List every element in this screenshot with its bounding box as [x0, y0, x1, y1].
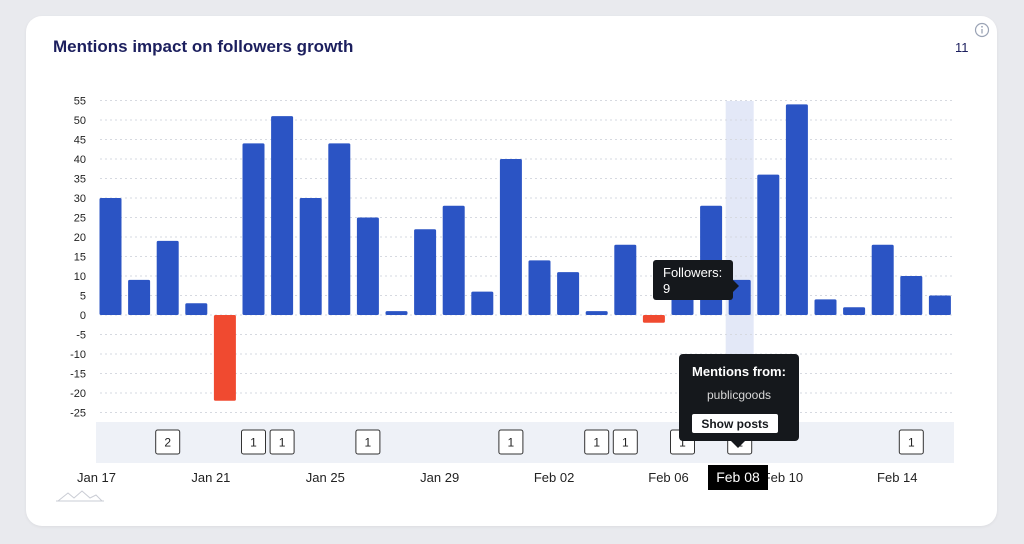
y-tick-label: 35: [74, 174, 86, 186]
y-tick-label: 20: [74, 232, 86, 244]
bar[interactable]: [814, 299, 837, 315]
bar[interactable]: [471, 291, 494, 315]
x-tick-label: Jan 25: [306, 470, 345, 485]
mention-badge[interactable]: [498, 429, 524, 455]
mentions-tooltip-source: publicgoods: [706, 388, 772, 402]
x-tick-label: Jan 29: [420, 470, 459, 485]
mention-badge[interactable]: [612, 429, 638, 455]
bar[interactable]: [557, 272, 580, 315]
y-tick-label: 50: [74, 115, 86, 127]
y-tick-label: 25: [74, 213, 86, 225]
mention-badge-count: 1: [622, 436, 629, 450]
mention-badge-count: 1: [593, 436, 600, 450]
bar[interactable]: [614, 244, 637, 315]
bar[interactable]: [242, 143, 265, 315]
bar[interactable]: [785, 104, 808, 316]
bar[interactable]: [185, 303, 208, 315]
bar[interactable]: [328, 143, 351, 315]
y-tick-label: 0: [80, 310, 86, 322]
x-tick-label: Feb 14: [877, 470, 917, 485]
selected-date-tag: Feb 08: [708, 465, 768, 490]
mentions-tooltip-title: Mentions from:: [692, 364, 786, 379]
mention-badge-count: 1: [679, 436, 686, 450]
followers-tooltip-value: 9: [663, 281, 671, 296]
mentions-tooltip: Mentions from: publicgoods Show posts: [679, 354, 799, 448]
bar[interactable]: [299, 198, 322, 315]
x-tick-label: Jan 17: [77, 470, 116, 485]
x-tick-label: Jan 21: [191, 470, 230, 485]
bar[interactable]: [757, 174, 780, 315]
y-tick-label: 10: [74, 271, 86, 283]
show-posts-button[interactable]: Show posts: [692, 414, 778, 433]
bar[interactable]: [385, 311, 408, 315]
x-tick-label: Feb 06: [648, 470, 688, 485]
bar[interactable]: [585, 311, 608, 315]
mention-badge[interactable]: [155, 429, 181, 455]
bar[interactable]: [356, 217, 379, 316]
bar[interactable]: [414, 229, 437, 315]
y-tick-label: 55: [74, 96, 86, 108]
mention-badge-count: 1: [365, 436, 372, 450]
mentions-count: 11: [955, 40, 969, 55]
followers-tooltip: Followers: 9: [653, 260, 739, 300]
x-tick-label: Feb 02: [534, 470, 574, 485]
info-icon[interactable]: [974, 22, 990, 38]
x-tick-label: Feb 10: [763, 470, 803, 485]
bar[interactable]: [928, 295, 951, 316]
mention-badge-count: 1: [279, 436, 286, 450]
y-tick-label: -15: [70, 369, 86, 381]
chart-title: Mentions impact on followers growth: [53, 37, 354, 56]
bar[interactable]: [99, 198, 122, 315]
y-tick-label: 5: [80, 291, 86, 303]
mention-badge[interactable]: [241, 429, 266, 455]
mention-badge[interactable]: [355, 429, 381, 455]
bar[interactable]: [128, 279, 151, 315]
bar[interactable]: [442, 205, 465, 315]
bar[interactable]: [642, 315, 665, 323]
followers-tooltip-label: Followers:: [663, 265, 723, 280]
y-tick-label: -5: [76, 330, 86, 342]
bar[interactable]: [900, 276, 923, 315]
bar[interactable]: [499, 159, 522, 315]
y-tick-label: 30: [74, 193, 86, 205]
mention-badge[interactable]: [898, 429, 924, 455]
mention-badge-count: 2: [164, 436, 171, 450]
mention-badge-count: 1: [908, 436, 915, 450]
bar[interactable]: [156, 240, 179, 315]
y-tick-label: -20: [70, 388, 86, 400]
y-tick-label: 45: [74, 135, 86, 147]
bar[interactable]: [528, 260, 551, 315]
y-tick-label: 40: [74, 154, 86, 166]
y-tick-label: -10: [70, 349, 86, 361]
y-tick-label: 15: [74, 252, 86, 264]
mentions-band: [96, 422, 954, 463]
mention-badge[interactable]: [584, 429, 610, 455]
mountain-logo-icon: [56, 490, 104, 502]
mention-badge-count: 1: [250, 436, 257, 450]
mention-badge-count: 1: [508, 436, 515, 450]
bar[interactable]: [871, 244, 894, 315]
y-tick-label: -25: [70, 408, 86, 420]
bar[interactable]: [213, 315, 236, 401]
bar[interactable]: [843, 307, 866, 315]
bar[interactable]: [271, 116, 294, 315]
mention-badge[interactable]: [269, 429, 295, 455]
